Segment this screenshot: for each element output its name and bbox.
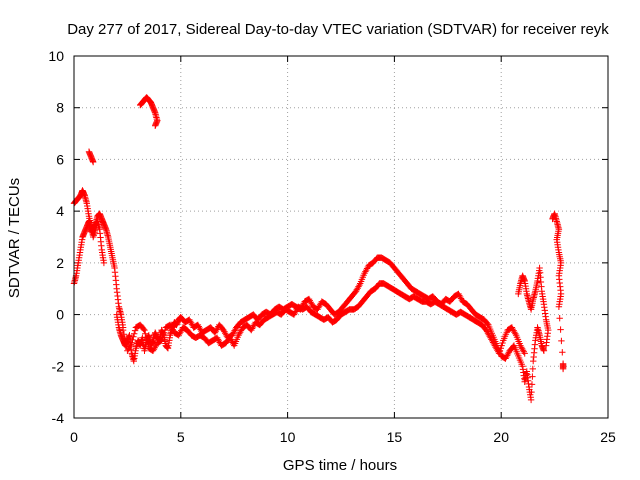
data-point [130, 333, 137, 340]
data-point [119, 326, 127, 334]
data-point [528, 388, 535, 396]
data-point [558, 337, 565, 345]
y-tick-label: 2 [56, 255, 64, 271]
data-point [143, 334, 150, 341]
x-tick-label: 25 [600, 429, 616, 445]
data-point [520, 348, 527, 355]
data-point [540, 347, 548, 354]
y-tick-label: 6 [56, 151, 64, 167]
data-point [528, 381, 536, 388]
data-point [142, 330, 149, 337]
y-tick-label: -4 [52, 410, 65, 426]
data-point [512, 330, 519, 337]
y-tick-label: 8 [56, 100, 64, 116]
data-point [527, 396, 535, 404]
data-point [356, 281, 363, 289]
data-point [121, 335, 128, 342]
y-tick-label: 4 [56, 203, 64, 219]
data-point [529, 365, 536, 373]
data-point [120, 331, 128, 338]
x-tick-label: 0 [70, 429, 78, 445]
y-tick-label: -2 [52, 358, 65, 374]
data-points [70, 94, 567, 404]
y-axis-label: SDTVAR / TECUs [6, 178, 23, 298]
data-point [90, 158, 97, 166]
data-point [555, 303, 563, 310]
x-tick-label: 5 [177, 429, 185, 445]
data-point [152, 122, 159, 129]
data-point [141, 326, 148, 334]
data-point [556, 315, 563, 322]
data-point [128, 339, 135, 347]
data-point [143, 337, 151, 345]
x-tick-label: 10 [280, 429, 296, 445]
data-point [131, 327, 139, 334]
grid-lines [74, 56, 608, 418]
plot-frame [73, 55, 609, 419]
data-point [140, 325, 147, 333]
data-point [144, 341, 152, 348]
x-axis-label: GPS time / hours [283, 457, 397, 474]
data-point [115, 300, 122, 307]
y-tick-label: 10 [48, 48, 64, 64]
data-point [559, 365, 567, 373]
x-tick-label: 15 [387, 429, 403, 445]
data-point [127, 341, 134, 348]
data-point [557, 326, 564, 333]
chart-title: Day 277 of 2017, Sidereal Day-to-day VTE… [67, 21, 609, 38]
y-tick-label: 0 [56, 307, 64, 323]
data-point [559, 349, 566, 356]
data-point [122, 339, 129, 346]
data-point [521, 350, 528, 357]
data-point [131, 330, 138, 337]
data-point [542, 342, 550, 349]
data-point [129, 336, 136, 344]
data-point [529, 373, 536, 380]
data-point [100, 259, 108, 267]
data-point [112, 273, 119, 280]
x-tick-label: 20 [493, 429, 509, 445]
